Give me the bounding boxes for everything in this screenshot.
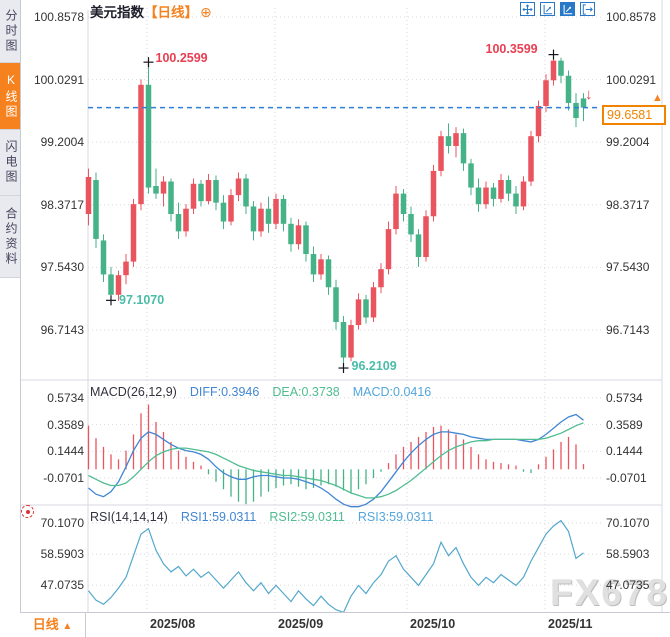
axis-scale-active-icon[interactable] <box>560 2 575 16</box>
add-indicator-icon[interactable]: ⊕ <box>200 4 212 20</box>
macd-group <box>87 404 585 508</box>
candles-group <box>85 54 587 369</box>
sidebar-tab-time-chart[interactable]: 分时图 <box>0 0 20 63</box>
low-price-annotation: 96.2109 <box>351 359 397 374</box>
period-tag: 【日线】 <box>144 5 198 20</box>
rsi-legend: RSI(14,14,14) RSI1:59.0311 RSI2:59.0311 RSI… <box>90 510 433 525</box>
last-change-down-arrow-icon: ↓ <box>585 86 593 103</box>
macd-dea-value: DEA:0.3738 <box>272 385 340 399</box>
sidebar-tab-contract-info[interactable]: 合约资料 <box>0 196 20 278</box>
price-tick-left: 98.3717 <box>40 198 84 212</box>
high-price-annotation: 100.3599 <box>485 41 538 56</box>
macd-tick-left: 0.3589 <box>47 418 84 432</box>
price-axis-up-arrow-icon[interactable]: ▲ <box>652 92 663 104</box>
rsi-tick-right: 58.5903 <box>606 547 650 561</box>
macd-tick-right: 0.3589 <box>606 418 643 432</box>
chart-canvas[interactable] <box>0 0 670 612</box>
rsi-tick-left: 47.0735 <box>40 578 84 592</box>
pan-crosshair-icon[interactable] <box>520 2 535 16</box>
x-axis-date-label: 2025/10 <box>410 617 456 631</box>
symbol-name: 美元指数 <box>90 5 144 20</box>
rsi-name: RSI(14,14,14) <box>90 510 168 524</box>
x-axis-bar: 日线 ▲ 2025/08 2025/09 2025/10 2025/11 <box>20 612 670 637</box>
rsi-tick-right: 70.1070 <box>606 516 650 530</box>
price-tick-right: 99.2004 <box>606 135 650 149</box>
rsi3-value: RSI3:59.0311 <box>357 510 434 524</box>
rsi-tick-right: 47.0735 <box>606 578 650 592</box>
macd-tick-left: 0.1444 <box>47 444 84 458</box>
high-price-annotation: 100.2599 <box>155 51 208 66</box>
rsi-tick-left: 70.1070 <box>40 516 84 530</box>
macd-tick-left: -0.0701 <box>43 471 84 485</box>
pane-borders <box>20 0 663 612</box>
sidebar: 分时图 K线图 闪电图 合约资料 <box>0 0 21 637</box>
chart-title: 美元指数【日线】 ⊕ <box>90 3 212 21</box>
price-tick-right: 100.0291 <box>606 73 657 87</box>
macd-name: MACD(26,12,9) <box>90 385 177 399</box>
collapse-panel-icon[interactable] <box>580 2 595 16</box>
price-tick-left: 99.2004 <box>40 135 84 149</box>
current-price-box: 99.6581 <box>602 105 666 125</box>
price-tick-left: 100.8578 <box>33 10 84 24</box>
price-tick-right: 97.5430 <box>606 260 650 274</box>
sidebar-tab-lightning-chart[interactable]: 闪电图 <box>0 130 20 196</box>
macd-tick-right: -0.0701 <box>606 471 647 485</box>
chart-toolbar <box>520 2 595 16</box>
indicator-live-icon[interactable] <box>21 505 34 518</box>
price-tick-right: 100.8578 <box>606 10 657 24</box>
rsi2-value: RSI2:59.0311 <box>269 510 345 524</box>
rsi-group <box>88 519 584 612</box>
price-tick-left: 97.5430 <box>40 260 84 274</box>
sidebar-tab-candle-chart[interactable]: K线图 <box>0 63 20 130</box>
low-price-annotation: 97.1070 <box>119 293 165 308</box>
extreme-markers <box>106 49 559 374</box>
x-axis-date-label: 2025/09 <box>278 617 324 631</box>
x-axis-date-label: 2025/11 <box>548 617 593 631</box>
price-tick-left: 96.7143 <box>40 323 84 337</box>
price-tick-right: 96.7143 <box>606 323 650 337</box>
period-arrow-icon: ▲ <box>62 621 73 632</box>
price-tick-left: 100.0291 <box>33 73 84 87</box>
period-selector[interactable]: 日线 ▲ <box>20 613 86 637</box>
period-label: 日线 <box>32 617 59 632</box>
x-axis-date-label: 2025/08 <box>150 617 196 631</box>
macd-tick-right: 0.1444 <box>606 444 643 458</box>
macd-tick-right: 0.5734 <box>606 391 643 405</box>
macd-legend: MACD(26,12,9) DIFF:0.3946 DEA:0.3738 MACD:0… <box>90 385 431 400</box>
macd-tick-left: 0.5734 <box>47 391 84 405</box>
macd-macd-value: MACD:0.0416 <box>352 385 432 399</box>
watermark: FX678 <box>550 572 670 613</box>
rsi-tick-left: 58.5903 <box>40 547 84 561</box>
macd-diff-value: DIFF:0.3946 <box>189 385 260 399</box>
price-tick-right: 98.3717 <box>606 198 650 212</box>
rsi1-value: RSI1:59.0311 <box>180 510 257 524</box>
axis-scale-icon[interactable] <box>540 2 555 16</box>
